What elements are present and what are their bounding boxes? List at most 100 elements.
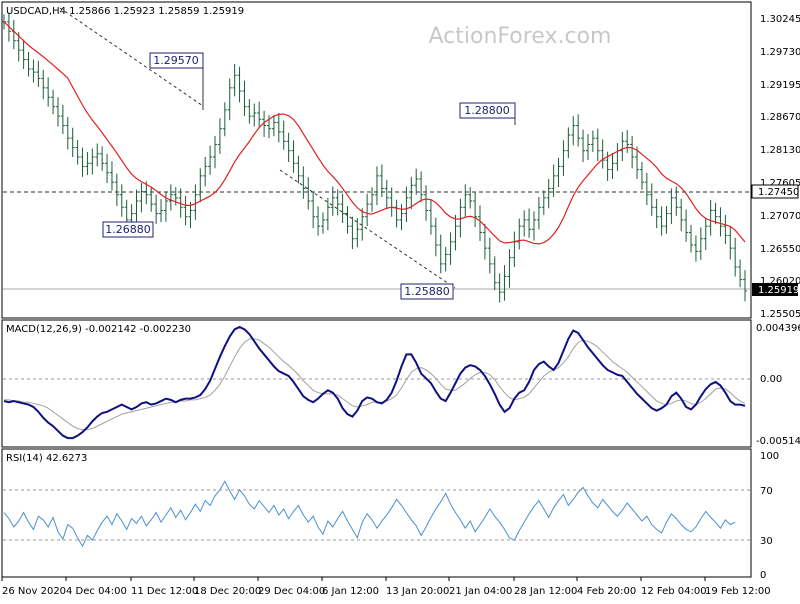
last-price-box (752, 283, 798, 296)
price-bar (684, 209, 689, 242)
price-bar (90, 148, 95, 175)
price-bar (232, 63, 237, 97)
price-bar (95, 143, 100, 167)
price-bar (453, 214, 458, 251)
x-tick: 4 Dec 04:00 (66, 586, 127, 597)
watermark: ActionForex.com (429, 24, 612, 49)
x-tick: 29 Dec 04:00 (258, 586, 325, 597)
price-bar (340, 193, 345, 224)
price-bar (21, 39, 26, 69)
price-bar (438, 234, 443, 274)
price-tick: 1.28130 (760, 145, 800, 156)
rsi-tick: 70 (760, 486, 773, 497)
price-bar (639, 162, 644, 190)
price-bar (306, 177, 311, 210)
price-bar (615, 143, 620, 171)
price-bar (384, 179, 389, 210)
price-bar (345, 206, 350, 234)
price-bar (571, 116, 576, 146)
price-bar (41, 69, 46, 100)
price-bar (365, 193, 370, 227)
price-bar (669, 188, 674, 224)
price-bar (360, 208, 365, 241)
price-bar (203, 156, 208, 187)
price-bar (664, 206, 669, 234)
price-bar (213, 135, 218, 169)
macd-panel-frame (1, 319, 752, 448)
price-bar (31, 59, 36, 83)
price-tick: 1.27070 (760, 211, 800, 222)
x-tick: 18 Dec 20:00 (194, 586, 261, 597)
macd-tick: 0.004396 (756, 323, 800, 334)
price-bar (644, 172, 649, 206)
price-bar (198, 168, 203, 203)
price-bar (561, 140, 566, 176)
price-bar (649, 183, 654, 216)
price-bar (193, 184, 198, 220)
price-bar (242, 80, 247, 117)
price-bar (546, 179, 551, 209)
price-bar (379, 164, 384, 197)
macd-header: MACD(12,26,9) -0.002142 -0.002230 (6, 324, 191, 335)
price-bar (374, 166, 379, 206)
rsi-header: RSI(14) 42.6273 (6, 453, 87, 464)
price-bar (595, 128, 600, 162)
price-bar (448, 232, 453, 265)
x-axis: 26 Nov 2020 4 Dec 04:00 11 Dec 12:00 18 … (2, 586, 771, 597)
macd-tick: 0.00 (760, 374, 782, 385)
price-bar (576, 114, 581, 147)
price-tick: 1.27605 (760, 178, 800, 189)
price-bar (689, 224, 694, 253)
last-price-label: 1.25919 (758, 285, 799, 296)
price-bar (26, 52, 31, 77)
price-bar (566, 127, 571, 159)
price-bar (723, 214, 728, 245)
macd-tick: -0.005144 (756, 436, 800, 447)
price-bar (281, 120, 286, 150)
price-bar (301, 166, 306, 199)
price-bar (355, 217, 360, 248)
price-bar (635, 146, 640, 180)
x-tick: 19 Feb 12:00 (705, 586, 771, 597)
price-header: USDCAD,H4 1.25866 1.25923 1.25859 1.2591… (6, 6, 244, 17)
price-bar (487, 237, 492, 274)
price-bar (409, 176, 414, 210)
price-bar (507, 249, 512, 288)
x-tick: 13 Jan 20:00 (386, 586, 449, 597)
price-tick: 1.29730 (760, 47, 800, 58)
price-y-axis: 1.30245 1.29730 1.29195 1.28670 1.28130 … (760, 14, 800, 320)
price-bar (625, 129, 630, 153)
price-bar (394, 199, 399, 228)
price-bar (708, 200, 713, 236)
annotation-label: 1.25880 (404, 285, 450, 298)
x-tick: 26 Nov 2020 (2, 586, 66, 597)
price-bar (183, 195, 188, 226)
rsi-line (3, 480, 736, 548)
price-bar (463, 184, 468, 217)
x-tick: 28 Jan 12:00 (514, 586, 577, 597)
level-label-box (751, 184, 799, 199)
price-bar (85, 151, 90, 175)
price-bar (703, 217, 708, 251)
price-bar (330, 186, 335, 216)
price-bar (517, 218, 522, 250)
price-bar (51, 89, 56, 115)
price-bar (713, 202, 718, 225)
price-bar (100, 146, 105, 171)
price-bar (291, 140, 296, 173)
price-bar (75, 140, 80, 165)
x-tick: 21 Jan 04:00 (449, 586, 512, 597)
price-bar (551, 164, 556, 197)
price-bar (536, 196, 541, 230)
price-bar (733, 237, 738, 277)
price-bar (262, 110, 267, 137)
price-bar (600, 139, 605, 169)
price-bar (428, 199, 433, 235)
price-bar (237, 66, 242, 103)
price-bar (743, 270, 747, 302)
price-bar (55, 97, 60, 127)
trendline-lower (279, 169, 456, 289)
price-bar (492, 256, 497, 291)
price-bar (478, 205, 483, 241)
